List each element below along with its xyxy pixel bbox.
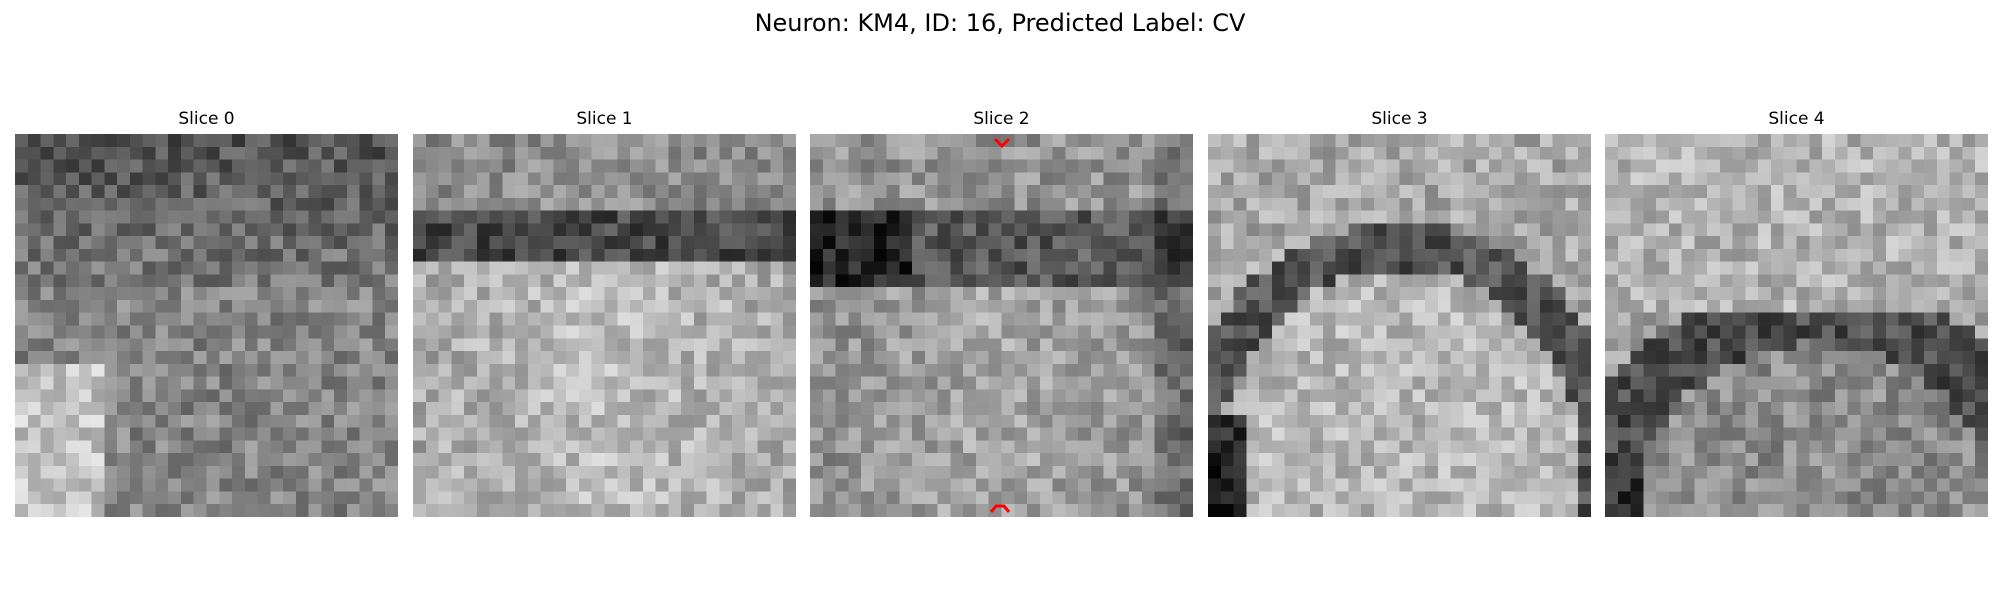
slice-title: Slice 2: [973, 109, 1030, 129]
slice-title: Slice 4: [1768, 109, 1825, 129]
slice-image: [413, 134, 796, 517]
figure-title: Neuron: KM4, ID: 16, Predicted Label: CV: [754, 9, 1246, 37]
slice-panel-1: Slice 1: [413, 108, 796, 517]
slice-title: Slice 1: [576, 109, 633, 129]
slice-panel-0: Slice 0: [15, 108, 398, 517]
slice-image: [810, 134, 1193, 517]
slice-title: Slice 0: [178, 109, 235, 129]
slice-panel-4: Slice 4: [1605, 108, 1988, 517]
slice-panel-3: Slice 3: [1208, 108, 1591, 517]
slice-image: [15, 134, 398, 517]
slice-image: [1605, 134, 1988, 517]
slice-title: Slice 3: [1371, 109, 1428, 129]
slice-image: [1208, 134, 1591, 517]
slice-panel-2: Slice 2: [810, 108, 1193, 517]
